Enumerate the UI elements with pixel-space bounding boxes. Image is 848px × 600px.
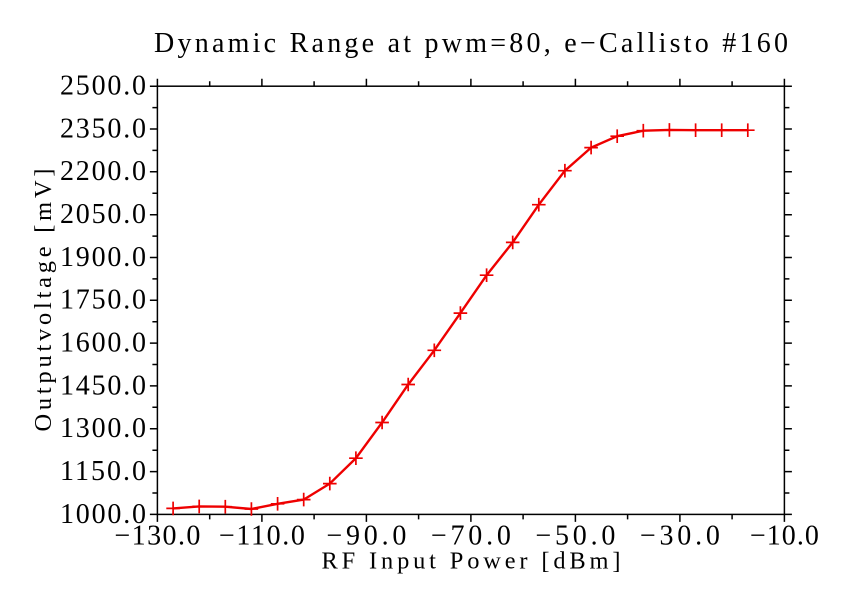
svg-text:−70.0: −70.0: [431, 521, 511, 552]
svg-text:1450.0: 1450.0: [60, 370, 146, 401]
svg-text:−90.0: −90.0: [326, 521, 406, 552]
svg-text:−50.0: −50.0: [535, 521, 615, 552]
svg-text:−30.0: −30.0: [640, 521, 720, 552]
svg-text:1900.0: 1900.0: [60, 242, 146, 273]
svg-text:1750.0: 1750.0: [60, 285, 146, 316]
svg-text:1600.0: 1600.0: [60, 328, 146, 359]
svg-text:−130.0: −130.0: [114, 521, 200, 552]
svg-text:−110.0: −110.0: [219, 521, 305, 552]
svg-text:2350.0: 2350.0: [60, 113, 146, 144]
svg-text:2500.0: 2500.0: [60, 71, 146, 102]
svg-text:1150.0: 1150.0: [60, 456, 146, 487]
svg-text:2200.0: 2200.0: [60, 156, 146, 187]
svg-text:1300.0: 1300.0: [60, 413, 146, 444]
svg-text:RF Input Power [dBm]: RF Input Power [dBm]: [322, 548, 621, 575]
svg-text:2050.0: 2050.0: [60, 199, 146, 230]
svg-text:−10.0: −10.0: [750, 521, 819, 552]
